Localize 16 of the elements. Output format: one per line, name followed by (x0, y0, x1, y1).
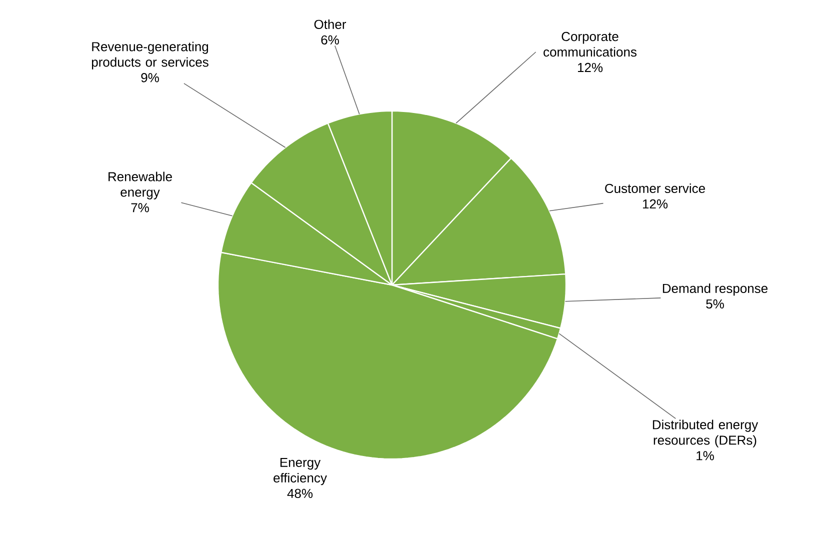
slice-label: Energy efficiency (274, 458, 327, 486)
slice-label: Renewable energy (108, 172, 172, 200)
slice-label: Customer service (605, 183, 705, 194)
slice-label: Corporate communications (544, 32, 636, 57)
data-label: 12% (642, 199, 668, 208)
data-label: 1% (696, 451, 714, 460)
data-label: 7% (131, 203, 149, 212)
data-label: 9% (141, 73, 159, 82)
slice-label: Other (314, 19, 346, 30)
slice-label: Demand response (662, 283, 768, 296)
data-label: 12% (578, 62, 603, 72)
data-label: 5% (706, 299, 724, 309)
data-label: 48% (287, 488, 313, 498)
data-label: 6% (321, 35, 339, 45)
slice-label: Revenue-generating products or services (92, 42, 208, 70)
slice-label: Distributed energy resources (DERs) (652, 420, 758, 448)
